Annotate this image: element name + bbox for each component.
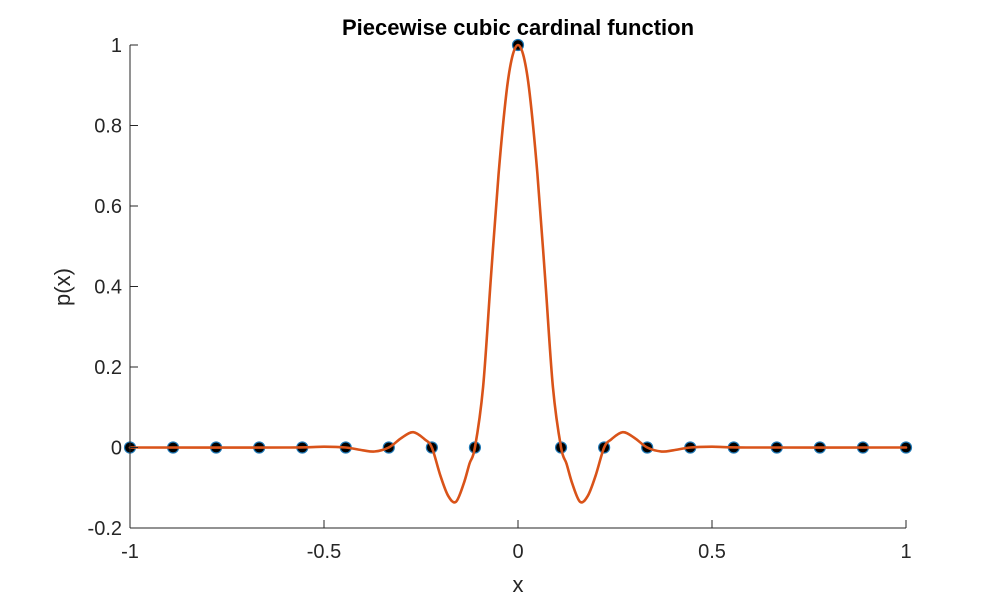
x-axis-label: x xyxy=(513,572,524,597)
y-tick-label: 0 xyxy=(111,438,122,460)
plot-area xyxy=(123,38,913,504)
y-tick-label: 0.6 xyxy=(94,196,122,218)
chart-title: Piecewise cubic cardinal function xyxy=(342,15,694,40)
y-tick-label: 0.2 xyxy=(94,357,122,379)
x-tick-label: -1 xyxy=(121,541,139,563)
x-tick-label: -0.5 xyxy=(307,541,341,563)
y-tick-label: -0.2 xyxy=(88,518,122,540)
x-tick-label: 1 xyxy=(900,541,911,563)
x-tick-label: 0 xyxy=(512,541,523,563)
y-tick-label: 0.8 xyxy=(94,116,122,138)
axes: -1 -0.5 0 0.5 1 -0.2 0 0.2 0.4 0.6 0.8 1 xyxy=(88,35,912,563)
y-axis-label: p(x) xyxy=(50,268,75,306)
series-line-cardinal xyxy=(128,43,908,504)
y-tick-label: 1 xyxy=(111,35,122,57)
y-tick-label: 0.4 xyxy=(94,277,122,299)
x-tick-label: 0.5 xyxy=(698,541,726,563)
